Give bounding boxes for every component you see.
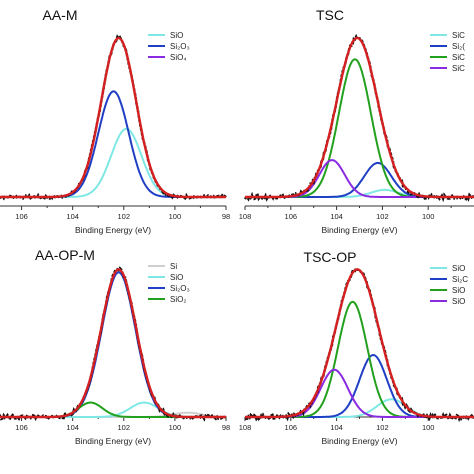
x-tick-label: 106 bbox=[285, 212, 298, 221]
series-line-3 bbox=[245, 58, 474, 198]
x-tick-label: 106 bbox=[285, 423, 298, 432]
panel-4: 108 106 104 102 100 Binding Energy (eV) TSC-OP… bbox=[239, 249, 474, 446]
legend-label: SiO bbox=[452, 264, 465, 273]
x-tick-label: 102 bbox=[118, 212, 131, 221]
experimental-curve bbox=[0, 34, 227, 201]
x-tick-label: 98 bbox=[222, 212, 230, 221]
x-tick-label: 102 bbox=[118, 423, 131, 432]
x-tick-label: 108 bbox=[239, 212, 252, 221]
series-line-1 bbox=[0, 127, 226, 198]
x-axis-label: Binding Energy (eV) bbox=[321, 436, 397, 446]
legend-label: SiO bbox=[452, 297, 465, 306]
x-tick-label: 98 bbox=[222, 423, 230, 432]
legend-label: SiO bbox=[170, 31, 183, 40]
panel-title: TSC-OP bbox=[304, 249, 357, 265]
series-line-3 bbox=[245, 300, 474, 418]
experimental-curve bbox=[243, 33, 474, 203]
envelope-curve bbox=[0, 36, 226, 199]
legend-label: Si₂( bbox=[452, 42, 465, 51]
legend-label: Si₂O₃ bbox=[170, 42, 190, 51]
legend-label: SiO₄ bbox=[170, 53, 187, 62]
x-tick-label: 106 bbox=[15, 423, 28, 432]
x-axis-label: Binding Energy (eV) bbox=[75, 225, 151, 235]
series-line-3 bbox=[0, 271, 226, 418]
legend-label: SiC bbox=[452, 31, 465, 40]
legend-label: SiO bbox=[170, 273, 183, 282]
series-line-4 bbox=[245, 159, 474, 198]
envelope-curve bbox=[0, 268, 226, 419]
x-tick-label: 106 bbox=[15, 212, 28, 221]
x-tick-label: 100 bbox=[422, 212, 435, 221]
x-tick-label: 102 bbox=[376, 423, 389, 432]
legend-label: SiC bbox=[452, 53, 465, 62]
legend-label: SiO₂ bbox=[170, 295, 186, 304]
x-tick-label: 108 bbox=[239, 423, 252, 432]
x-tick-label: 102 bbox=[376, 212, 389, 221]
legend-label: Si₂C bbox=[452, 275, 468, 284]
legend-label: Si₂O₃ bbox=[170, 284, 190, 293]
envelope-curve bbox=[245, 36, 474, 199]
panel-1: 106 104 102 100 98 Binding Energy (eV) AA-M SiO… bbox=[0, 7, 230, 235]
panel-title: AA-OP-M bbox=[35, 247, 95, 263]
experimental-curve bbox=[0, 266, 227, 422]
x-tick-label: 104 bbox=[330, 212, 343, 221]
panel-2: 108 106 104 102 100 Binding Energy (eV) TSC SiC… bbox=[239, 7, 474, 235]
legend-label: SiC bbox=[452, 64, 465, 73]
x-axis-label: Binding Energy (eV) bbox=[75, 436, 151, 446]
panel-title: TSC bbox=[316, 7, 344, 23]
x-tick-label: 104 bbox=[66, 212, 79, 221]
x-tick-label: 104 bbox=[66, 423, 79, 432]
series-line-2 bbox=[0, 90, 226, 198]
legend-label: SiO bbox=[452, 286, 465, 295]
legend-label: Si bbox=[170, 262, 177, 271]
x-tick-label: 100 bbox=[169, 423, 182, 432]
series-line-2 bbox=[245, 161, 474, 198]
x-tick-label: 100 bbox=[422, 423, 435, 432]
panel-3: 106 104 102 100 98 Binding Energy (eV) AA-OP-M… bbox=[0, 247, 230, 446]
x-tick-label: 104 bbox=[330, 423, 343, 432]
x-axis-label: Binding Energy (eV) bbox=[321, 225, 397, 235]
panel-title: AA-M bbox=[43, 7, 78, 23]
envelope-curve bbox=[245, 268, 474, 419]
x-tick-label: 100 bbox=[169, 212, 182, 221]
